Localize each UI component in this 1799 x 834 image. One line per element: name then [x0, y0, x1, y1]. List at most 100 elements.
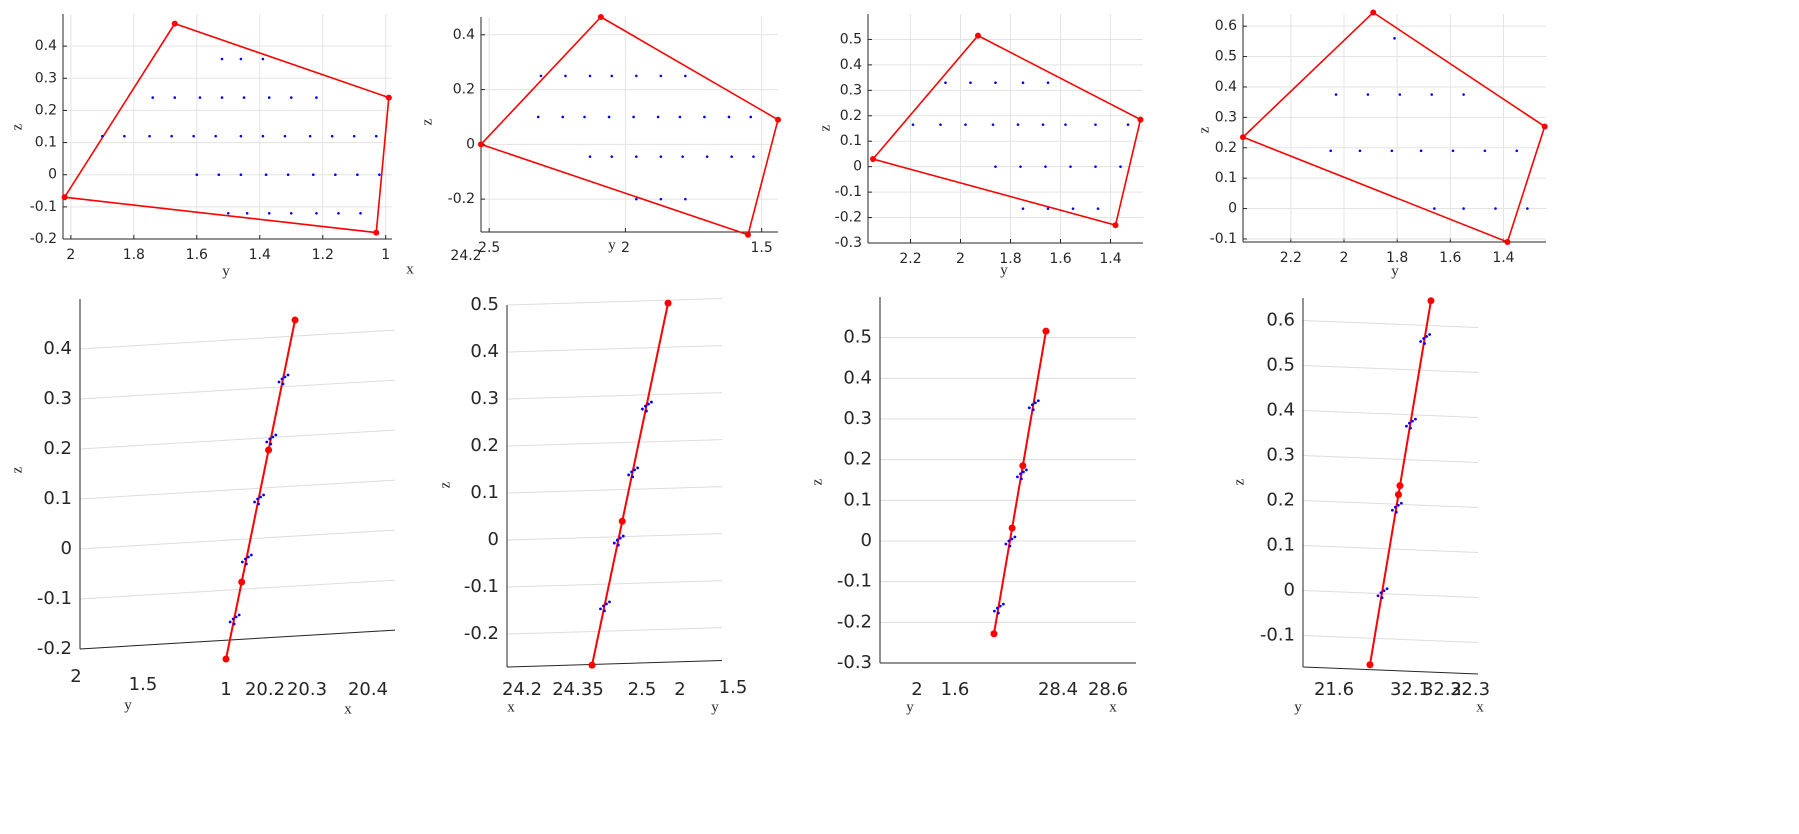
point — [1119, 165, 1122, 168]
point — [1334, 93, 1338, 96]
point — [536, 115, 540, 119]
x-tick-label: 1.6 — [186, 247, 208, 263]
point — [635, 197, 638, 201]
x-tick-label: 28.4 — [1038, 679, 1078, 700]
point — [1385, 587, 1389, 591]
point — [289, 96, 293, 99]
z-tick-label: 0.2 — [43, 438, 72, 459]
point — [621, 534, 625, 538]
point — [1064, 123, 1067, 126]
point — [1021, 207, 1025, 210]
point — [995, 606, 999, 610]
point — [265, 440, 269, 444]
grid-line — [79, 429, 396, 450]
x-axis-label: y — [1391, 263, 1399, 279]
polygon-line — [1241, 11, 1546, 244]
y-tick-label: -0.1 — [30, 199, 57, 215]
x-tick-label: 1.8 — [1386, 250, 1408, 266]
point — [608, 600, 611, 604]
y-tick-label: 0.4 — [453, 27, 475, 43]
point — [1094, 123, 1097, 126]
y-tick-label: 0 — [1228, 201, 1237, 217]
line-vertex — [1394, 491, 1402, 499]
point — [1405, 424, 1408, 428]
grid-line — [79, 529, 396, 550]
point — [1025, 468, 1028, 472]
point — [267, 96, 271, 99]
point — [337, 211, 340, 215]
point — [1126, 123, 1130, 126]
y-axis-label: y — [711, 699, 719, 715]
point — [1393, 505, 1397, 509]
y-tick-label: 1.6 — [941, 679, 970, 700]
grid-line — [1302, 500, 1479, 508]
x-tick-label: 1.4 — [249, 247, 271, 263]
point — [998, 604, 1002, 608]
point — [610, 155, 614, 158]
x-axis-label: y — [222, 263, 230, 279]
red-line — [992, 330, 1047, 634]
y-tick-label: 0.3 — [1215, 109, 1237, 125]
point — [1408, 421, 1411, 425]
point — [618, 536, 622, 540]
point — [1419, 340, 1423, 343]
point — [286, 173, 290, 177]
y-tick-label: -0.2 — [30, 231, 57, 247]
polygon-vertex — [373, 229, 380, 236]
point — [198, 96, 202, 99]
y-tick-label: 0.2 — [35, 102, 57, 118]
line-vertex — [588, 661, 596, 669]
x-tick-label: 2 — [621, 240, 630, 256]
point — [1033, 401, 1037, 405]
point — [1016, 123, 1020, 126]
y-tick-label: 0.1 — [840, 133, 862, 149]
x-tick-label: 1.5 — [751, 240, 773, 256]
z-tick-label: 0.3 — [43, 388, 72, 409]
point — [1419, 149, 1423, 153]
y-tick-label: 2 — [674, 679, 685, 700]
x-tick-label: 24.2 — [502, 679, 542, 700]
x-tick-label: 28.6 — [1088, 679, 1128, 700]
point — [631, 475, 635, 479]
y-tick-label: 0.2 — [1215, 140, 1237, 156]
red-line — [1368, 300, 1432, 665]
point — [1515, 149, 1519, 153]
point — [659, 74, 663, 78]
x-tick-label: 1.8 — [999, 251, 1021, 267]
point — [730, 155, 733, 158]
point — [269, 442, 273, 446]
z-axis-label: z — [419, 118, 435, 125]
point — [1376, 594, 1380, 598]
z-tick-label: 0.5 — [470, 294, 499, 315]
point — [170, 134, 173, 138]
z-tick-label: 0.5 — [1266, 355, 1295, 376]
axis-line — [79, 629, 396, 650]
point — [356, 173, 359, 177]
z-tick-label: -0.2 — [464, 623, 499, 644]
point — [588, 155, 592, 158]
z-axis-label: z — [809, 478, 825, 485]
point — [1046, 81, 1050, 84]
point — [1393, 37, 1396, 40]
point — [603, 609, 606, 613]
grid-line — [1302, 455, 1479, 463]
point — [1021, 81, 1025, 84]
x-tick-label: 32.1 — [1390, 679, 1430, 700]
point — [752, 155, 755, 158]
point — [1030, 403, 1034, 407]
point — [232, 622, 236, 626]
point — [607, 115, 611, 119]
line-vertex — [238, 578, 246, 586]
polygon-vertex — [385, 94, 392, 101]
grid-line — [1302, 635, 1479, 643]
point — [1398, 93, 1402, 96]
y-tick-label: 0.1 — [35, 135, 57, 151]
point — [705, 155, 709, 158]
point — [352, 134, 356, 138]
grid-line — [79, 379, 396, 400]
point — [268, 437, 272, 441]
y-tick-label: 2 — [70, 666, 81, 687]
point — [996, 611, 1000, 615]
point — [969, 81, 972, 84]
point — [1366, 93, 1370, 96]
